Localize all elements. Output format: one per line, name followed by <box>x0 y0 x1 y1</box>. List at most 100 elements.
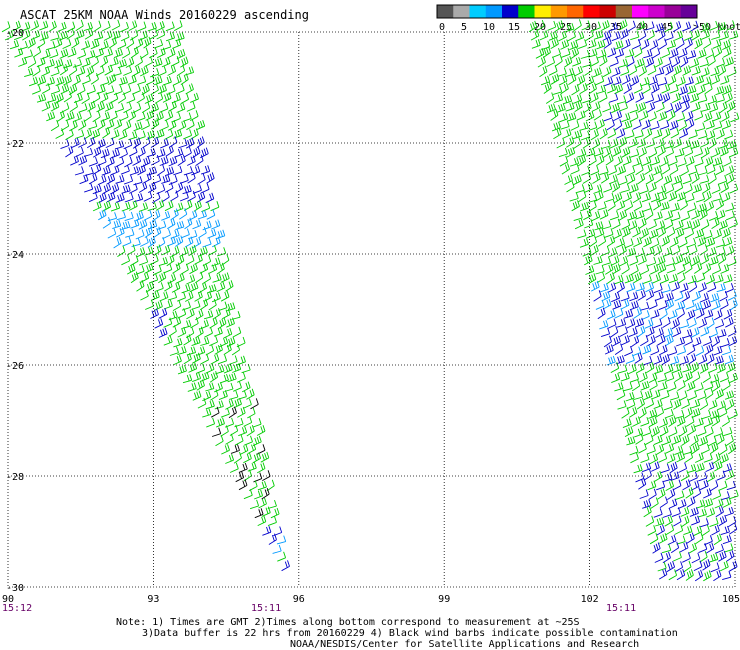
wind-barb <box>607 199 616 212</box>
wind-barb <box>687 424 697 436</box>
wind-barb <box>568 73 577 85</box>
wind-barb <box>702 182 711 194</box>
wind-barb <box>682 363 692 373</box>
wind-barb <box>689 471 698 482</box>
wind-barb <box>165 21 175 32</box>
wind-barb <box>596 154 605 166</box>
wind-barb <box>721 192 731 203</box>
wind-barb <box>200 165 211 175</box>
wind-barb <box>595 75 605 86</box>
wind-barb <box>626 56 635 68</box>
wind-barb <box>725 202 735 212</box>
wind-barb <box>685 156 695 167</box>
legend-label: 30 <box>585 22 597 32</box>
wind-barb <box>699 244 708 256</box>
wind-barb <box>616 95 627 105</box>
wind-barb <box>647 525 657 536</box>
wind-barb <box>173 20 183 32</box>
wind-barb <box>715 93 725 103</box>
wind-barb <box>573 211 583 222</box>
wind-barb <box>682 445 693 456</box>
wind-barb <box>673 64 682 76</box>
wind-barb <box>555 20 564 32</box>
wind-barb <box>633 200 643 212</box>
wind-barb <box>720 453 729 464</box>
wind-barb <box>699 174 710 184</box>
wind-barb <box>640 227 649 239</box>
wind-barb <box>115 174 125 184</box>
wind-barb <box>550 73 560 85</box>
wind-barb <box>656 220 666 231</box>
wind-barb <box>690 480 700 491</box>
wind-barb <box>676 300 686 311</box>
wind-barb <box>50 31 60 41</box>
wind-barb <box>73 93 83 104</box>
wind-barb <box>645 515 655 527</box>
wind-barb <box>719 139 729 149</box>
wind-barb <box>256 444 266 455</box>
wind-barb <box>228 355 238 365</box>
wind-barb <box>663 473 673 483</box>
wind-barb <box>589 92 599 103</box>
wind-barb <box>698 130 708 140</box>
wind-barb <box>614 48 625 59</box>
wind-barb <box>648 372 658 384</box>
wind-barb <box>70 137 80 149</box>
wind-barb <box>210 353 220 365</box>
wind-barb <box>673 138 682 149</box>
latitude-label: -30 <box>6 583 24 594</box>
wind-barb <box>220 272 230 283</box>
wind-barb <box>214 382 223 393</box>
wind-barb <box>103 48 113 58</box>
wind-barb <box>672 326 682 338</box>
wind-barb <box>197 210 207 220</box>
wind-barb <box>687 496 696 508</box>
wind-barb <box>606 309 616 320</box>
wind-barb <box>535 48 545 59</box>
wind-barb <box>584 218 594 229</box>
wind-barb <box>546 56 556 68</box>
wind-barb <box>135 211 144 222</box>
wind-barb <box>60 83 70 95</box>
wind-barb <box>63 90 72 103</box>
wind-barb <box>95 65 105 77</box>
wind-barb <box>669 48 679 59</box>
wind-barb <box>637 325 646 338</box>
wind-barb <box>626 436 636 446</box>
wind-barb <box>111 19 121 31</box>
wind-barb <box>655 443 665 456</box>
wind-barb <box>611 373 621 384</box>
wind-barb <box>706 317 715 330</box>
wind-barb <box>573 19 582 31</box>
legend-label: 20 <box>534 22 546 32</box>
wind-barb <box>666 453 676 464</box>
wind-barb <box>630 452 639 464</box>
wind-barb <box>238 426 248 437</box>
wind-barb <box>168 175 178 186</box>
wind-barb <box>96 101 105 113</box>
wind-barb <box>602 146 612 158</box>
wind-barb <box>277 551 287 562</box>
wind-barb <box>159 291 169 302</box>
wind-barb <box>122 120 132 132</box>
wind-barb <box>186 274 196 285</box>
wind-barb <box>233 451 242 464</box>
wind-barb <box>699 436 709 447</box>
wind-barb <box>622 226 631 238</box>
wind-barb <box>698 543 708 554</box>
wind-barb <box>714 460 723 472</box>
wind-barb <box>109 110 118 122</box>
wind-barb <box>124 211 134 222</box>
wind-barb <box>648 416 658 428</box>
wind-barb <box>675 148 685 158</box>
wind-barb <box>209 335 219 347</box>
wind-barb <box>695 462 705 473</box>
wind-barb <box>667 534 677 546</box>
wind-barb <box>716 283 726 293</box>
wind-barb <box>611 103 620 114</box>
wind-barb <box>691 29 700 41</box>
wind-barb <box>176 48 186 60</box>
wind-barb <box>162 228 171 240</box>
wind-barb <box>657 145 666 157</box>
wind-barb <box>216 281 226 293</box>
